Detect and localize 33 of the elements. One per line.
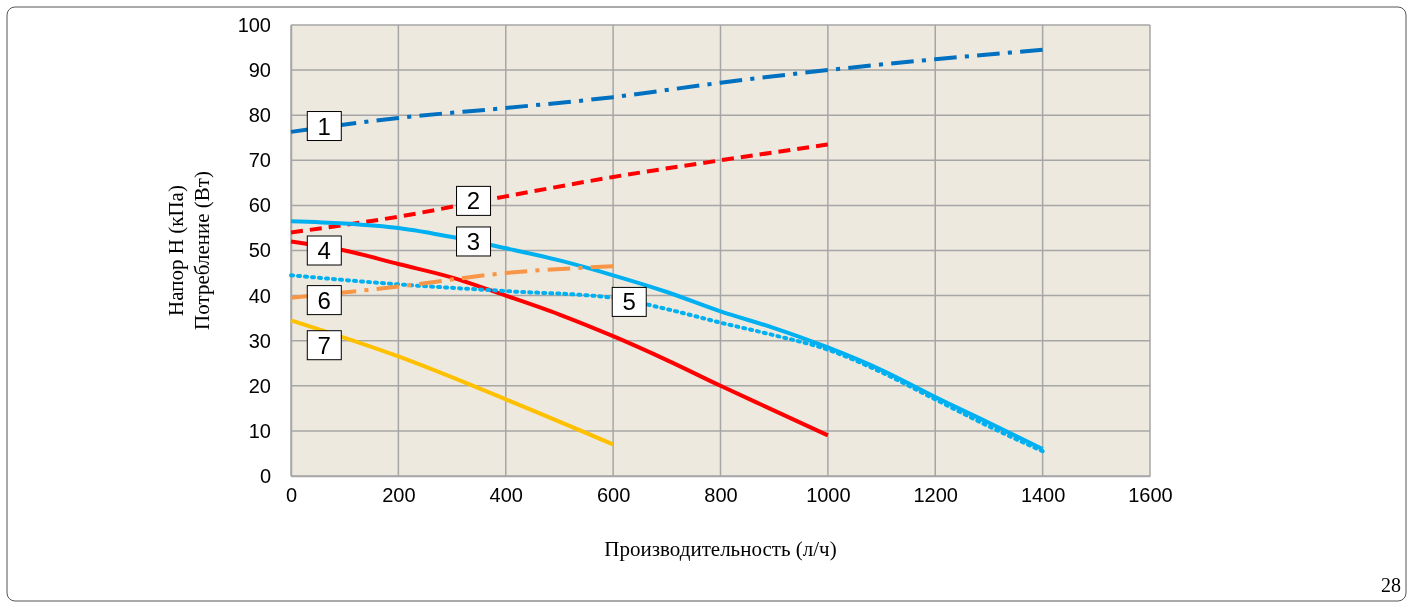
- annotation: 1: [317, 112, 331, 140]
- x-tick-label: 1600: [1128, 484, 1173, 507]
- line-series: [289, 318, 616, 447]
- annotation: 7: [317, 331, 331, 359]
- x-axis-title: Производительность (л/ч): [604, 537, 837, 561]
- y-tick-label: 40: [248, 284, 271, 307]
- annotation: 5: [622, 288, 636, 316]
- annotation: 6: [317, 286, 331, 314]
- x-tick-label: 1000: [806, 484, 851, 507]
- y-tick-label: 60: [248, 194, 271, 217]
- y-tick-label: 80: [248, 104, 271, 127]
- x-tick-label: 400: [489, 484, 523, 507]
- annotation: 3: [466, 227, 481, 255]
- y-tick-label: 90: [248, 59, 271, 81]
- y-axis-title: Напор H (кПа) Потребление (Вт): [164, 171, 214, 330]
- x-tick-label: 1200: [913, 484, 958, 507]
- x-tick-label: 800: [704, 484, 738, 507]
- y-tick-label: 10: [248, 419, 271, 442]
- annotation: 4: [317, 237, 331, 264]
- annotation: 2: [466, 187, 481, 215]
- x-tick-label: 600: [596, 484, 631, 507]
- y-tick-label: 100: [237, 13, 271, 36]
- y-tick-label: 20: [248, 374, 271, 397]
- line-series: [289, 47, 1045, 134]
- line-series: [289, 142, 830, 235]
- x-tick-label: 0: [285, 484, 298, 507]
- y-tick-label: 0: [259, 464, 271, 487]
- text: 28: [1381, 574, 1401, 596]
- x-tick-label: 200: [382, 484, 416, 507]
- y-tick-label: 70: [248, 149, 271, 172]
- x-tick-label: 1400: [1020, 484, 1066, 507]
- y-tick-label: 50: [248, 239, 271, 262]
- y-tick-label: 30: [248, 329, 271, 352]
